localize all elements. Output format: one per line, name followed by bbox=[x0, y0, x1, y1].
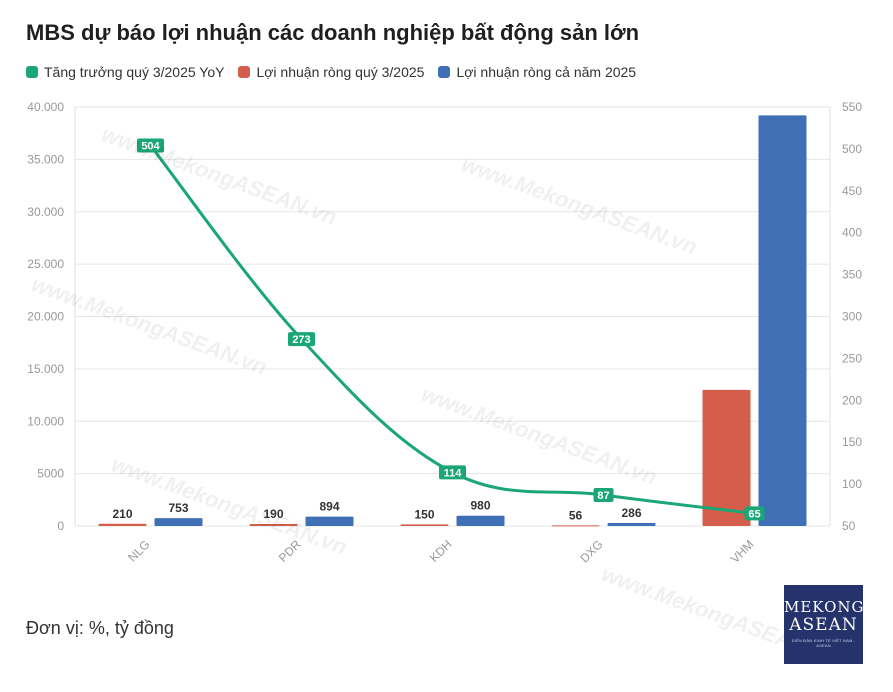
legend-label-q3-profit: Lợi nhuận ròng quý 3/2025 bbox=[256, 64, 425, 80]
right-axis-tick-label: 450 bbox=[842, 184, 862, 198]
bar-year-profit bbox=[305, 516, 354, 526]
bar-data-label: 894 bbox=[319, 500, 339, 514]
logo-tagline: DIỄN ĐÀN KINH TẾ VIỆT NAM - ASEAN bbox=[791, 638, 856, 648]
bar-data-label: 980 bbox=[470, 499, 490, 513]
left-axis-tick-label: 10.000 bbox=[27, 414, 64, 428]
growth-line bbox=[149, 144, 756, 515]
growth-label-box bbox=[744, 506, 765, 521]
right-axis-tick-label: 400 bbox=[842, 226, 862, 240]
left-axis-tick-label: 25.000 bbox=[27, 257, 64, 271]
right-axis-tick-label: 350 bbox=[842, 268, 862, 282]
unit-note: Đơn vị: %, tỷ đồng bbox=[26, 618, 174, 638]
legend: Tăng trưởng quý 3/2025 YoY Lợi nhuận ròn… bbox=[26, 64, 636, 80]
growth-data-label: 504 bbox=[141, 141, 160, 153]
right-axis-tick-label: 550 bbox=[842, 100, 862, 114]
bar-year-profit bbox=[758, 115, 807, 526]
left-axis-tick-label: 30.000 bbox=[27, 205, 64, 219]
bar-q3-profit bbox=[702, 389, 751, 526]
growth-label-box bbox=[137, 138, 164, 153]
logo-line2: ASEAN bbox=[789, 615, 858, 635]
bar-q3-profit bbox=[249, 524, 298, 526]
bar-q3-profit bbox=[98, 523, 147, 526]
bar-year-profit bbox=[607, 523, 656, 526]
growth-data-label: 65 bbox=[748, 508, 760, 520]
bar-data-label: 56 bbox=[569, 508, 583, 522]
bar-year-profit bbox=[154, 518, 203, 526]
left-axis-tick-label: 35.000 bbox=[27, 152, 64, 166]
bar-data-label: 753 bbox=[168, 501, 188, 515]
mekongasean-logo: MEKONG ASEAN DIỄN ĐÀN KINH TẾ VIỆT NAM -… bbox=[784, 585, 865, 664]
legend-swatch-year-profit bbox=[438, 66, 451, 78]
legend-swatch-q3-profit bbox=[238, 66, 251, 78]
legend-label-growth: Tăng trưởng quý 3/2025 YoY bbox=[44, 64, 225, 80]
left-axis-tick-label: 15.000 bbox=[27, 362, 64, 376]
growth-label-box bbox=[288, 332, 315, 347]
left-axis-tick-label: 0 bbox=[57, 519, 64, 533]
growth-label-box bbox=[593, 487, 614, 502]
bar-data-label: 210 bbox=[112, 507, 132, 521]
category-label: PDR bbox=[276, 537, 304, 565]
right-axis-tick-label: 100 bbox=[842, 477, 862, 491]
legend-item-year-profit[interactable]: Lợi nhuận ròng cả năm 2025 bbox=[438, 64, 636, 80]
bar-data-label: 286 bbox=[621, 506, 641, 520]
right-axis-tick-label: 150 bbox=[842, 435, 862, 449]
right-axis-tick-label: 50 bbox=[842, 519, 856, 533]
growth-data-label: 114 bbox=[444, 467, 463, 479]
category-label: DXG bbox=[577, 537, 605, 565]
category-label: NLG bbox=[125, 537, 152, 564]
category-label: KDH bbox=[427, 537, 455, 565]
growth-data-label: 87 bbox=[597, 490, 609, 502]
bar-year-profit bbox=[456, 515, 505, 526]
left-axis-tick-label: 20.000 bbox=[27, 310, 64, 324]
legend-item-q3-profit[interactable]: Lợi nhuận ròng quý 3/2025 bbox=[238, 64, 424, 80]
bar-q3-profit bbox=[400, 524, 449, 526]
right-axis-tick-label: 300 bbox=[842, 310, 862, 324]
legend-item-growth[interactable]: Tăng trưởng quý 3/2025 YoY bbox=[26, 64, 224, 80]
category-label: VHM bbox=[728, 537, 757, 566]
bar-data-label: 150 bbox=[414, 507, 434, 521]
legend-swatch-growth bbox=[26, 66, 38, 78]
legend-label-year-profit: Lợi nhuận ròng cả năm 2025 bbox=[456, 64, 637, 80]
left-axis-tick-label: 40.000 bbox=[27, 100, 64, 114]
right-axis-tick-label: 250 bbox=[842, 351, 862, 365]
logo-line1: MEKONG bbox=[784, 598, 865, 616]
growth-label-box bbox=[439, 465, 466, 480]
left-axis-tick-label: 5000 bbox=[37, 467, 64, 481]
growth-data-label: 273 bbox=[292, 334, 310, 346]
bar-data-label: 190 bbox=[263, 507, 283, 521]
right-axis-tick-label: 200 bbox=[842, 393, 862, 407]
chart-title: MBS dự báo lợi nhuận các doanh nghiệp bấ… bbox=[26, 20, 640, 45]
bar-q3-profit bbox=[551, 525, 600, 527]
right-axis-tick-label: 500 bbox=[842, 142, 862, 156]
